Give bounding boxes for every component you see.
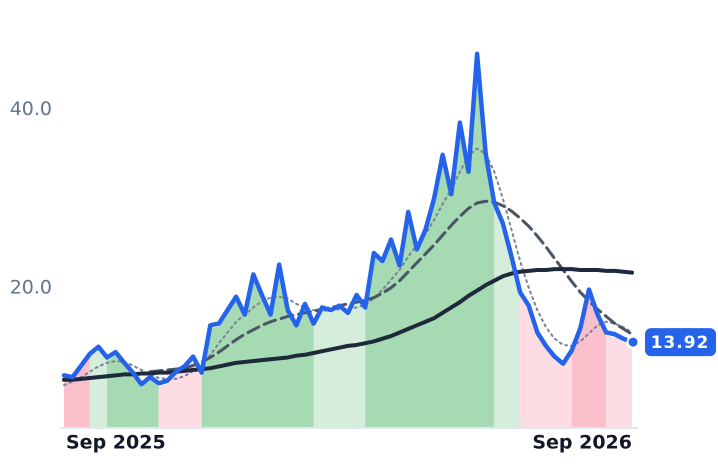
x-tick-label: Sep 2025 [66, 432, 166, 454]
regime-band [520, 295, 572, 428]
label-layer: 20.0 40.0 Sep 2025 Sep 2026 13.92 [10, 98, 716, 454]
regime-band [606, 335, 632, 428]
series-line [148, 199, 634, 374]
regime-band [201, 267, 314, 428]
regime-band [571, 292, 607, 428]
series-line [61, 51, 635, 387]
regime-band [313, 297, 366, 428]
regime-band [89, 349, 108, 428]
regime-band [158, 359, 202, 428]
band-layer [64, 56, 632, 429]
x-tick-label: Sep 2026 [532, 432, 632, 454]
regime-band [107, 355, 159, 428]
regime-band [64, 356, 90, 428]
last-value-pill [645, 328, 716, 357]
last-value-label: 13.92 [651, 333, 710, 353]
y-tick-label: 40.0 [10, 98, 52, 120]
last-point [626, 335, 640, 349]
line-layer [61, 51, 635, 387]
y-tick-label: 20.0 [10, 276, 52, 298]
regime-band [494, 206, 521, 428]
series-line [62, 267, 634, 382]
